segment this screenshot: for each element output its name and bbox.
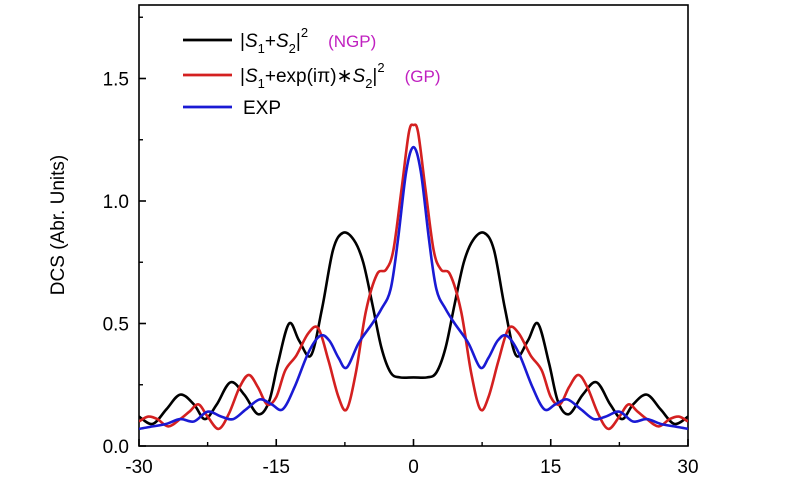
- legend-label: EXP: [243, 98, 281, 119]
- y-tick-label: 0.5: [103, 315, 129, 336]
- exp-series-line: [139, 145, 688, 431]
- y-tick-label: 1.5: [103, 70, 129, 91]
- y-tick-label: 0.0: [103, 437, 129, 458]
- y-tick-label: 1.0: [103, 192, 129, 213]
- legend: |S1+S2|2 (NGP) |S1+exp(iπ)∗S2|2 (GP) EXP: [183, 25, 440, 119]
- x-tick-label: -15: [263, 457, 290, 478]
- legend-label: |S1+exp(iπ)∗S2|2: [240, 60, 385, 91]
- ngp-series-line: [139, 231, 688, 426]
- gp-series-line: [139, 123, 688, 431]
- legend-note: (NGP): [328, 32, 376, 51]
- legend-entry-ngp: |S1+S2|2 (NGP): [183, 25, 376, 56]
- legend-entry-gp: |S1+exp(iπ)∗S2|2 (GP): [183, 60, 440, 91]
- x-tick-label: 0: [408, 457, 419, 478]
- x-tick-label: 30: [677, 457, 698, 478]
- legend-note: (GP): [405, 67, 441, 86]
- legend-label: |S1+S2|2: [240, 25, 308, 56]
- x-tick-label: 15: [540, 457, 561, 478]
- x-tick-label: -30: [125, 457, 152, 478]
- y-axis-label: DCS (Abr. Units): [48, 155, 69, 295]
- legend-entry-exp: EXP: [183, 98, 281, 119]
